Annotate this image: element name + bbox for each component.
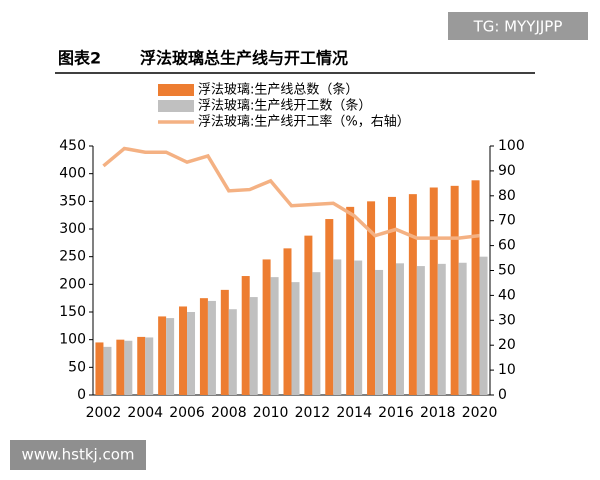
bar [145, 337, 154, 395]
bar [367, 201, 376, 395]
chart-title: 浮法玻璃总生产线与开工情况 [140, 49, 348, 68]
bar [241, 276, 250, 395]
legend-swatch [158, 100, 194, 112]
y2-tick-label: 90 [498, 163, 516, 179]
bar [450, 185, 459, 395]
bar [458, 262, 467, 395]
x-tick-label: 2010 [253, 405, 289, 421]
y-tick-label: 300 [59, 221, 86, 237]
bar [333, 259, 342, 395]
y2-tick-label: 100 [498, 138, 525, 154]
bar [346, 206, 355, 395]
bar [158, 316, 167, 395]
bar [124, 340, 133, 395]
x-tick-label: 2018 [420, 405, 456, 421]
bar [291, 282, 300, 395]
y2-tick-label: 30 [498, 312, 516, 328]
bar [304, 235, 313, 395]
bar [103, 346, 112, 395]
y-tick-label: 450 [59, 138, 86, 154]
y2-tick-label: 20 [498, 337, 516, 353]
line [102, 146, 480, 240]
y-tick-label: 100 [59, 332, 86, 348]
bar [249, 297, 258, 395]
bar [437, 263, 446, 395]
y2-tick-label: 70 [498, 213, 516, 229]
bar [408, 194, 417, 395]
bar [187, 312, 196, 395]
bar [429, 187, 438, 395]
watermark-box [10, 440, 146, 470]
y-tick-label: 350 [59, 193, 86, 209]
bar [270, 277, 279, 395]
legend-label: 浮法玻璃:生产线总数（条） [198, 82, 358, 98]
bar [166, 318, 175, 395]
y2-tick-label: 40 [498, 287, 516, 303]
bar [228, 309, 237, 395]
legend-label: 浮法玻璃:生产线开工率（%，右轴） [198, 114, 410, 130]
y2-tick-label: 50 [498, 263, 516, 279]
y2-tick-label: 0 [498, 387, 507, 403]
y2-tick-label: 10 [498, 362, 516, 378]
y-tick-label: 50 [68, 359, 86, 375]
y-tick-label: 250 [59, 249, 86, 265]
bar [116, 339, 125, 395]
bar [207, 300, 216, 395]
bar [199, 298, 208, 395]
y-tick-label: 400 [59, 166, 86, 182]
bar [395, 263, 404, 395]
watermark-box [448, 12, 588, 40]
y-tick-label: 0 [77, 387, 86, 403]
bar [387, 196, 396, 395]
bar [137, 336, 146, 395]
bar [179, 306, 188, 395]
y2-tick-label: 80 [498, 188, 516, 204]
bar [479, 256, 488, 395]
x-tick-label: 2020 [462, 405, 498, 421]
bar [354, 260, 363, 395]
bar [325, 219, 334, 395]
x-tick-label: 2016 [378, 405, 414, 421]
bar [262, 259, 271, 395]
x-tick-label: 2006 [169, 405, 205, 421]
bar [312, 272, 321, 395]
bar [416, 266, 425, 395]
watermark: www.hstkj.com [21, 446, 134, 464]
legend-swatch [158, 84, 194, 96]
x-tick-label: 2008 [211, 405, 247, 421]
bar [283, 248, 292, 395]
bar [220, 289, 229, 395]
y-tick-label: 150 [59, 304, 86, 320]
x-tick-label: 2004 [127, 405, 163, 421]
x-tick-label: 2002 [86, 405, 122, 421]
legend-label: 浮法玻璃:生产线开工数（条） [198, 98, 371, 114]
watermark: TG: MYYJJPP [473, 18, 563, 36]
bar [471, 180, 480, 395]
x-tick-label: 2014 [336, 405, 372, 421]
figure-label: 图表2 [58, 49, 101, 68]
y2-tick-label: 60 [498, 238, 516, 254]
bar [95, 342, 104, 395]
bar [375, 269, 384, 395]
y-tick-label: 200 [59, 276, 86, 292]
x-tick-label: 2012 [295, 405, 331, 421]
